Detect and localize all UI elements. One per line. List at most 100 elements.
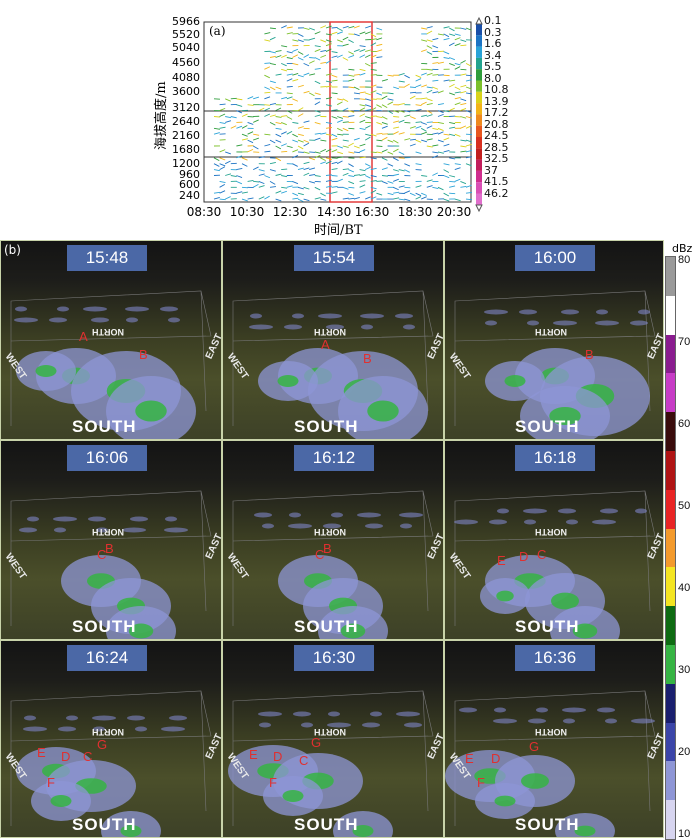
distant-echo [169, 716, 187, 721]
wind-barb [332, 27, 338, 28]
y-tick-label: 4080 [172, 71, 200, 84]
distant-echo [638, 310, 650, 315]
wind-barb [264, 92, 270, 93]
wind-barb [287, 86, 293, 87]
distant-echo [19, 528, 37, 533]
distant-echo [536, 708, 548, 713]
windspeed-color-segment [476, 171, 482, 182]
y-tick-label: 5040 [172, 41, 200, 54]
compass-south: SOUTH [294, 815, 359, 835]
distant-echo [53, 517, 77, 522]
distant-echo [259, 723, 271, 728]
x-tick-label: 08:30 [184, 205, 224, 219]
y-tick-label: 240 [179, 189, 200, 202]
distant-echo [524, 520, 536, 525]
storm-cell-label: B [323, 541, 332, 556]
distant-echo [49, 318, 67, 323]
echo-core [283, 790, 304, 802]
time-stamp-badge: 16:30 [294, 645, 374, 671]
distant-echo [485, 321, 497, 326]
distant-echo [360, 314, 384, 319]
distant-echo [494, 708, 506, 713]
echo-core [551, 593, 579, 610]
wind-barb [432, 75, 438, 76]
distant-echo [292, 314, 304, 319]
colorbar-segment [666, 761, 675, 800]
distant-echo [566, 520, 578, 525]
distant-echo [54, 528, 66, 533]
y-axis-label: 海拔高度/m [150, 81, 169, 150]
time-stamp-badge: 16:06 [67, 445, 147, 471]
distant-echo [88, 517, 106, 522]
colorbar-segment [666, 451, 675, 490]
panel-b-label: (b) [4, 243, 21, 257]
compass-north: NORTH [92, 727, 124, 737]
wind-barb [220, 199, 226, 200]
distant-echo [130, 517, 148, 522]
wind-barb [466, 199, 472, 200]
distant-echo [395, 314, 413, 319]
wind-barb [404, 187, 410, 188]
x-axis-label: 时间/BT [314, 219, 363, 238]
distant-echo [527, 321, 539, 326]
distant-echo [165, 517, 177, 522]
distant-echo [403, 325, 415, 330]
storm-cell-label: E [37, 745, 46, 760]
storm-cell-label: B [363, 351, 372, 366]
distant-echo [562, 708, 586, 713]
wind-barb [460, 69, 466, 70]
windspeed-color-segment [476, 81, 482, 92]
distant-echo [288, 524, 312, 529]
wind-barb [348, 187, 354, 188]
y-tick-label: 2160 [172, 129, 200, 142]
echo-core [367, 401, 399, 422]
distant-echo [254, 513, 272, 518]
x-tick-label: 20:30 [434, 205, 474, 219]
y-tick-label: 1680 [172, 143, 200, 156]
time-stamp-badge: 15:54 [294, 245, 374, 271]
distant-echo [122, 528, 146, 533]
distant-echo [493, 719, 517, 724]
distant-echo [597, 708, 615, 713]
distant-echo [523, 509, 547, 514]
distant-echo [58, 727, 76, 732]
compass-south: SOUTH [294, 417, 359, 437]
distant-echo [168, 318, 180, 323]
windspeed-color-segment [476, 47, 482, 58]
x-tick-label: 18:30 [395, 205, 435, 219]
distant-echo [553, 321, 577, 326]
distant-echo [92, 716, 116, 721]
distant-echo [126, 318, 138, 323]
echo-core [51, 795, 72, 807]
compass-north: NORTH [535, 527, 567, 537]
distant-echo [600, 509, 618, 514]
storm-cell-label: A [79, 329, 88, 344]
storm-cell-label: F [269, 775, 277, 790]
time-stamp-badge: 15:48 [67, 245, 147, 271]
colorbar-segment [666, 529, 675, 568]
distant-echo [362, 723, 380, 728]
distant-echo [125, 307, 149, 312]
distant-echo [497, 509, 509, 514]
colorbar-tick-label: 10 [678, 828, 690, 840]
distant-echo [160, 307, 178, 312]
storm-cell-label: B [585, 347, 594, 362]
x-tick-label: 16:30 [352, 205, 392, 219]
colorbar-tick-label: 80 [678, 254, 690, 266]
storm-cell-label: C [299, 753, 308, 768]
colorbar-segment [666, 684, 675, 723]
distant-echo [558, 509, 576, 514]
colorbar-segment [666, 800, 675, 839]
distant-echo [592, 520, 616, 525]
distant-echo [284, 325, 302, 330]
wind-barb [393, 117, 399, 118]
wind-barb [309, 58, 315, 59]
storm-cell-label: D [61, 749, 70, 764]
colorbar-segment [666, 373, 675, 412]
storm-cell-label: D [491, 751, 500, 766]
y-tick-label: 5520 [172, 28, 200, 41]
